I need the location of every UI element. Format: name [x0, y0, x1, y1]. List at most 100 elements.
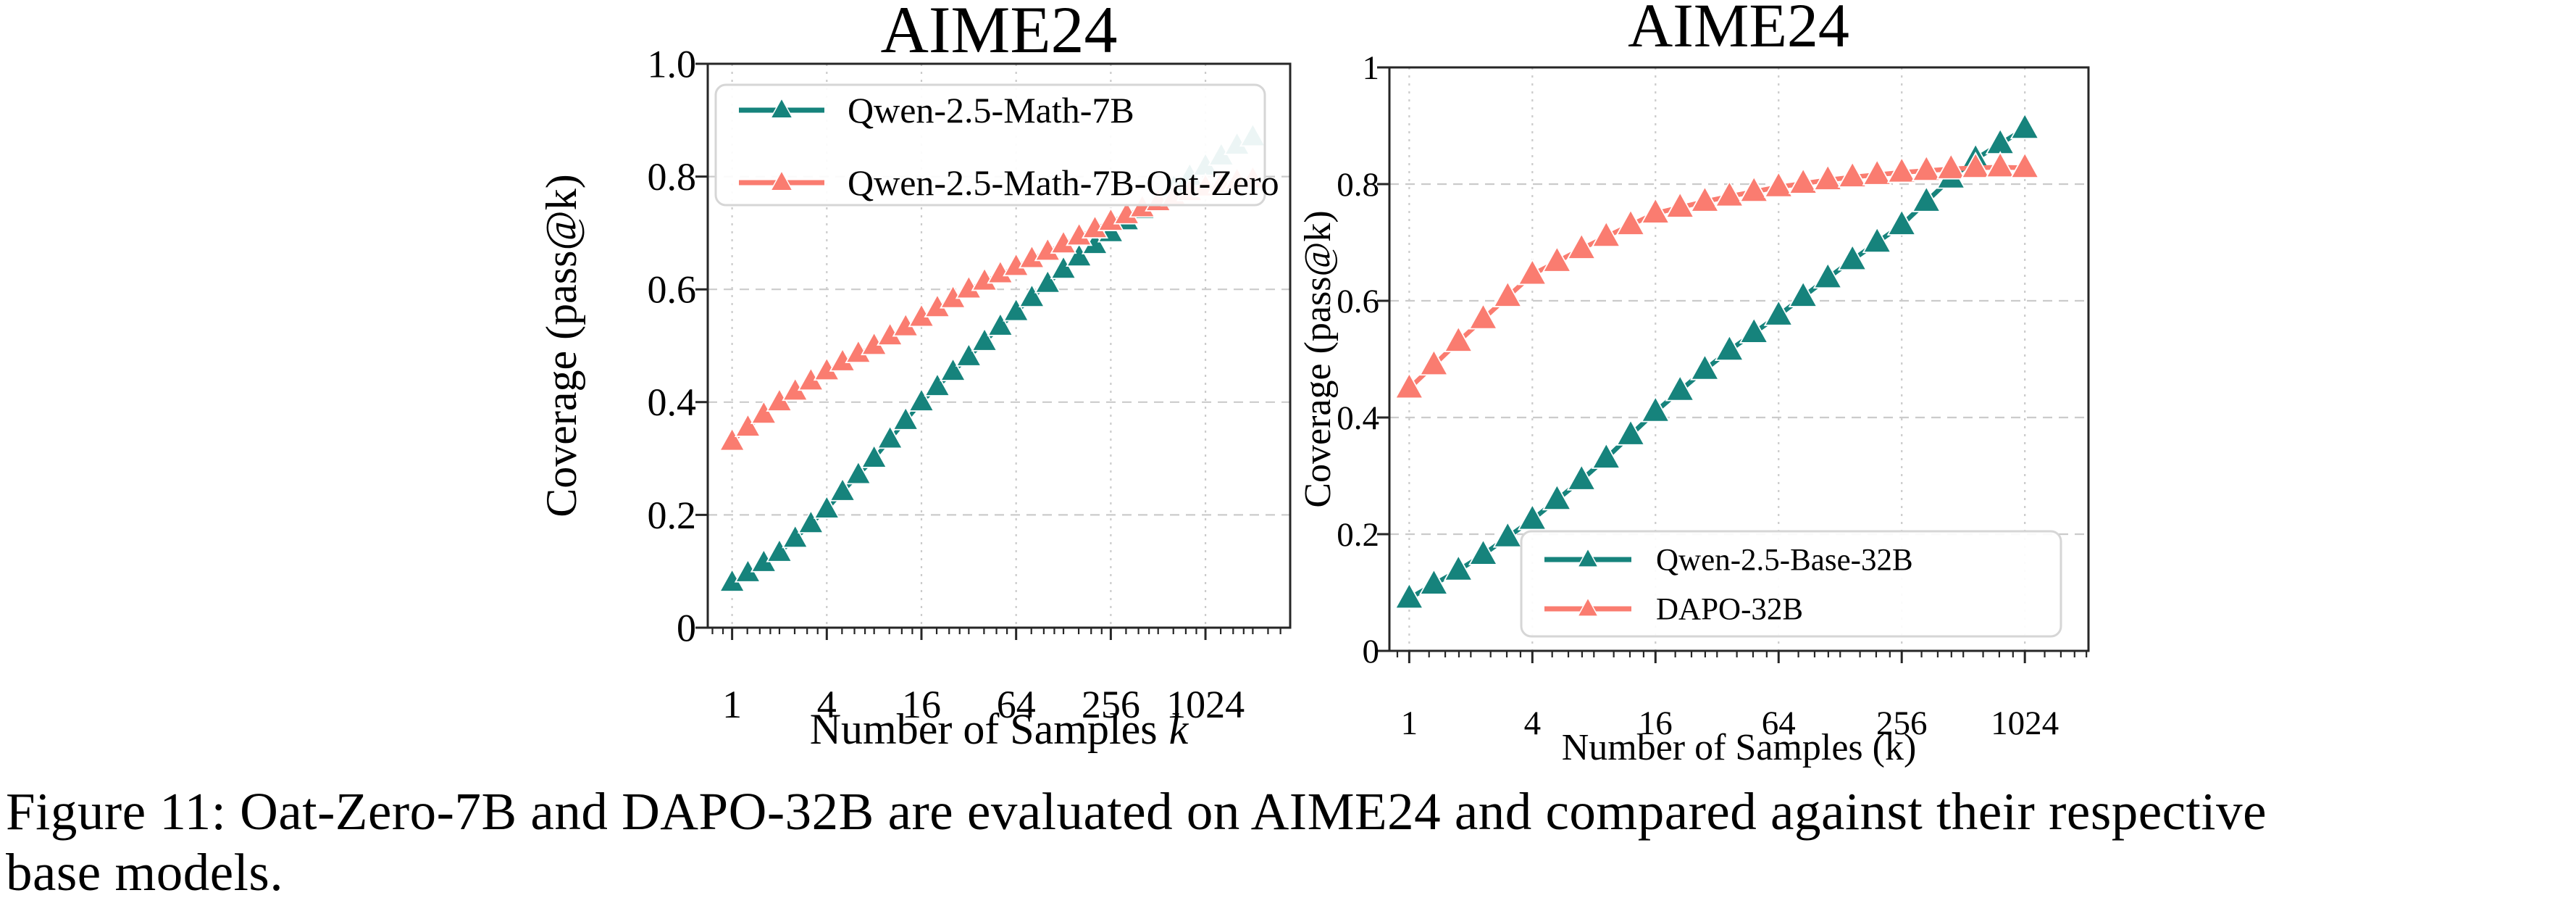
- series-1-marker: [1812, 163, 1843, 191]
- series-0-marker: [1886, 208, 1917, 236]
- series-1-marker: [1418, 349, 1449, 376]
- series-0-marker: [1591, 441, 1621, 469]
- series-1-marker: [1911, 154, 1941, 182]
- legend-swatch-marker: [769, 97, 794, 119]
- x-tick-label: 1024: [1166, 683, 1245, 726]
- series-1-marker: [750, 399, 777, 425]
- series-1-marker: [1665, 191, 1695, 218]
- series-1-marker: [1739, 175, 1769, 203]
- x-tick-label: 256: [1876, 705, 1928, 742]
- axis-border: [706, 62, 1292, 629]
- series-0-marker: [940, 357, 967, 381]
- series-1-marker: [1960, 151, 1991, 179]
- series-0-marker: [829, 477, 856, 502]
- series-0-marker: [1418, 568, 1449, 595]
- x-tick-label: 16: [902, 683, 941, 726]
- series-1-marker: [719, 427, 746, 452]
- series-1-marker: [1615, 208, 1646, 236]
- y-tick-label: 1.0: [648, 42, 697, 86]
- series-1-marker: [1566, 232, 1597, 259]
- series-0-marker: [1018, 283, 1045, 308]
- series-1-marker: [1640, 196, 1670, 224]
- series-0-marker: [1050, 254, 1077, 280]
- series-1-marker: [1985, 151, 2015, 178]
- series-1-marker: [1468, 302, 1499, 330]
- y-tick-label: 0.4: [1337, 399, 1379, 437]
- series-1-marker: [1862, 158, 1892, 186]
- series-0-marker: [1812, 262, 1843, 289]
- series-1-marker: [1837, 160, 1868, 188]
- series-1-marker: [1492, 280, 1523, 307]
- legend-box: [714, 83, 1266, 207]
- chart-title: AIME24: [880, 0, 1117, 67]
- series-0-marker: [797, 509, 824, 533]
- series-1-marker: [1542, 245, 1572, 273]
- series-0-marker: [877, 424, 904, 449]
- x-tick-label: 1: [1401, 705, 1418, 742]
- chart-title: AIME24: [1628, 0, 1849, 60]
- x-tick-label: 256: [1082, 683, 1140, 726]
- y-tick-label: 0.6: [1337, 283, 1379, 320]
- series-1-marker: [1591, 220, 1621, 248]
- series-0-marker: [1615, 418, 1646, 446]
- x-tick-label: 64: [997, 683, 1036, 726]
- legend-label: Qwen-2.5-Math-7B: [848, 90, 1134, 130]
- legend-label: DAPO-32B: [1656, 593, 1803, 627]
- axis-border: [1388, 66, 2090, 652]
- left-chart: 1 4 16 64 256 1024 0 0.2 0.4 0.6 0.8 1.0 Qwen-2.5-Ma…: [538, 0, 1292, 753]
- series-1-marker: [1936, 152, 1966, 180]
- series-1-marker: [1788, 167, 1818, 194]
- series-0-marker: [1862, 226, 1892, 254]
- y-tick-label: 0.4: [648, 381, 697, 424]
- series-1-marker: [1443, 325, 1473, 352]
- x-tick-label: 4: [817, 683, 837, 726]
- series-0-marker: [1034, 269, 1061, 294]
- y-tick-label: 0.2: [1337, 516, 1379, 554]
- series-0-marker: [1542, 483, 1572, 511]
- y-tick-label: 0: [677, 606, 696, 649]
- series-1-marker: [1394, 372, 1424, 399]
- series-0-marker: [924, 372, 951, 396]
- series-1-marker: [1763, 170, 1794, 198]
- series-0-marker: [1640, 395, 1670, 423]
- series-0-marker: [1911, 185, 1941, 212]
- y-tick-label: 0.6: [648, 268, 697, 312]
- series-0-marker: [1985, 128, 2015, 155]
- series-0-marker: [766, 538, 793, 562]
- series-0-marker: [1566, 463, 1597, 491]
- series-1-marker: [2010, 151, 2040, 179]
- x-tick-label: 1024: [1991, 705, 2059, 742]
- legend-swatch-marker: [1576, 547, 1599, 568]
- series-0-marker: [971, 327, 998, 352]
- x-tick-label: 64: [1762, 705, 1796, 742]
- legend-swatch-marker: [1576, 597, 1599, 617]
- y-tick-label: 1: [1363, 49, 1380, 87]
- series-1-marker: [1886, 156, 1917, 183]
- series-0-marker: [1665, 374, 1695, 402]
- y-tick-label: 0.8: [1337, 166, 1379, 204]
- legend-label: Qwen-2.5-Math-7B-Oat-Zero: [848, 162, 1279, 203]
- series-1-marker: [1714, 180, 1744, 207]
- series-0-marker: [845, 460, 872, 485]
- legend-swatch-marker: [769, 170, 794, 191]
- caption-line-1: Figure 11: Oat-Zero-7B and DAPO-32B are …: [6, 782, 2267, 841]
- y-tick-label: 0.8: [648, 155, 697, 199]
- series-0-marker: [1394, 582, 1424, 610]
- series-0-marker: [1517, 503, 1547, 531]
- caption-line-2: base models.: [6, 842, 284, 902]
- series-0-marker: [2010, 112, 2040, 140]
- legend-box: [1520, 530, 2062, 638]
- series-1-marker: [1689, 185, 1720, 212]
- x-axis-label: Number of Samples (k): [1562, 727, 1917, 768]
- figure-caption: Figure 11: Oat-Zero-7B and DAPO-32B are …: [6, 781, 2572, 903]
- x-tick-label: 16: [1639, 705, 1673, 742]
- y-tick-label: 0.2: [648, 494, 697, 537]
- series-0-marker: [1468, 538, 1499, 565]
- legend-label: Qwen-2.5-Base-32B: [1656, 544, 1913, 578]
- series-0-marker: [1837, 244, 1868, 271]
- series-0-marker: [1689, 353, 1720, 381]
- series-0-marker: [1066, 242, 1093, 267]
- y-axis-label: Coverage (pass@k): [1297, 210, 1339, 507]
- x-tick-label: 1: [722, 683, 742, 726]
